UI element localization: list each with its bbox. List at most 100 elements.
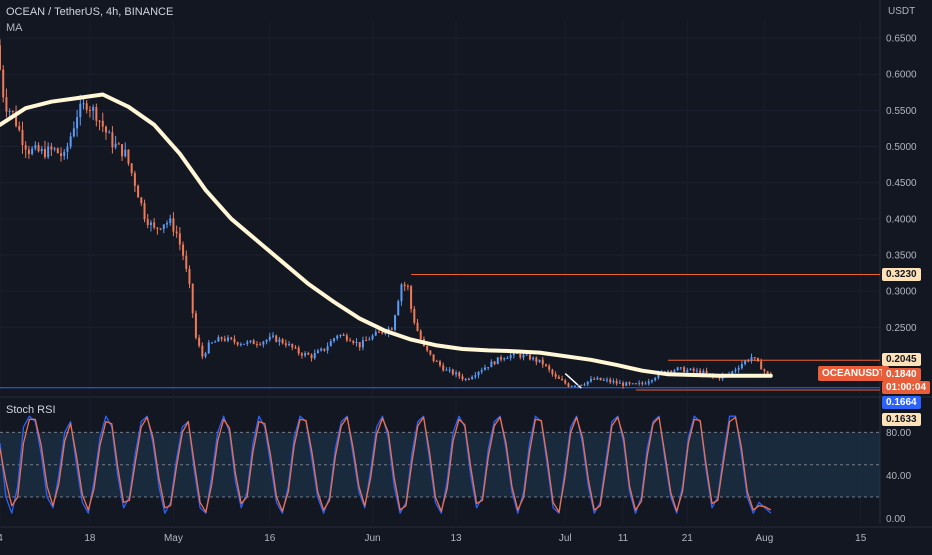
candle-body bbox=[310, 354, 313, 359]
candle-body bbox=[583, 384, 586, 386]
candle-body bbox=[175, 231, 178, 234]
candle-body bbox=[169, 218, 172, 224]
candle-body bbox=[227, 337, 230, 341]
candle-body bbox=[149, 222, 152, 226]
candle-body bbox=[140, 197, 143, 204]
candle-body bbox=[66, 146, 69, 152]
candle-body bbox=[458, 372, 461, 377]
time-tick-label[interactable]: Jun bbox=[364, 533, 380, 544]
indicator-label-ma[interactable]: MA bbox=[6, 22, 23, 34]
candle-body bbox=[606, 379, 609, 381]
price-tick-label[interactable]: 0.6000 bbox=[886, 70, 917, 81]
candle-body bbox=[676, 367, 679, 371]
candle-body bbox=[365, 340, 368, 342]
candle-body bbox=[493, 361, 496, 365]
candle-body bbox=[262, 341, 265, 345]
candle-body bbox=[374, 331, 377, 336]
candle-body bbox=[108, 132, 111, 134]
candle-body bbox=[763, 369, 766, 372]
price-tick-label[interactable]: 0.3500 bbox=[886, 251, 917, 262]
candle-body bbox=[557, 376, 560, 379]
candle-body bbox=[673, 370, 676, 373]
time-tick-label[interactable]: 15 bbox=[855, 533, 867, 544]
candle-body bbox=[349, 340, 352, 342]
time-tick-label[interactable]: Jul bbox=[559, 533, 572, 544]
candle-body bbox=[191, 283, 194, 314]
candle-body bbox=[442, 365, 445, 371]
candle-body bbox=[297, 347, 300, 354]
candle-body bbox=[50, 146, 53, 150]
candle-body bbox=[194, 313, 197, 338]
candle-body bbox=[586, 381, 589, 385]
candle-body bbox=[377, 331, 380, 333]
candle-body bbox=[2, 69, 5, 98]
time-tick-label[interactable]: 16 bbox=[264, 533, 276, 544]
candle-body bbox=[210, 342, 213, 344]
rsi-tick-label[interactable]: 0.00 bbox=[886, 514, 906, 525]
candle-body bbox=[548, 365, 551, 370]
candle-body bbox=[500, 357, 503, 360]
time-tick-label[interactable]: 11 bbox=[618, 533, 629, 544]
candle-body bbox=[188, 268, 191, 284]
price-tick-label[interactable]: 0.4000 bbox=[886, 214, 917, 225]
time-tick-label[interactable]: Aug bbox=[755, 533, 773, 544]
stoch-rsi-title[interactable]: Stoch RSI bbox=[6, 404, 56, 416]
candle-body bbox=[31, 148, 34, 155]
candle-body bbox=[27, 149, 30, 155]
chart-title: OCEAN / TetherUS, 4h, BINANCE bbox=[6, 6, 174, 18]
price-tick-label[interactable]: 0.3000 bbox=[886, 287, 917, 298]
time-tick-label[interactable]: 18 bbox=[84, 533, 96, 544]
candle-body bbox=[121, 144, 124, 157]
candle-body bbox=[288, 343, 291, 346]
time-tick-label[interactable]: 21 bbox=[682, 533, 694, 544]
candle-body bbox=[532, 357, 535, 360]
price-tick-label[interactable]: 0.5000 bbox=[886, 142, 917, 153]
horizontal-levels[interactable] bbox=[0, 274, 880, 391]
candle-body bbox=[316, 350, 319, 354]
candle-body bbox=[634, 383, 637, 385]
price-tick-label[interactable]: 0.5500 bbox=[886, 106, 917, 117]
price-axis[interactable]: 0.2500 0.3000 0.3500 0.4000 0.4500 0.5000 0.55… bbox=[886, 34, 917, 334]
candle-body bbox=[756, 358, 759, 362]
candle-body bbox=[416, 322, 419, 331]
candle-body bbox=[480, 370, 483, 372]
candle-body bbox=[204, 353, 207, 357]
candle-body bbox=[477, 371, 480, 376]
candle-body bbox=[352, 341, 355, 343]
candle-body bbox=[654, 377, 657, 381]
rsi-axis[interactable]: 0.00 40.00 80.00 bbox=[886, 428, 911, 525]
candle-body bbox=[220, 337, 223, 339]
candle-body bbox=[426, 345, 429, 351]
rsi-tick-label[interactable]: 80.00 bbox=[886, 428, 911, 439]
time-tick-label[interactable]: May bbox=[164, 533, 183, 544]
candle-body bbox=[577, 384, 580, 386]
candle-body bbox=[525, 354, 528, 356]
candle-body bbox=[618, 382, 621, 384]
candle-body bbox=[747, 360, 750, 362]
candle-body bbox=[11, 111, 14, 113]
candle-body bbox=[275, 335, 278, 342]
candle-body bbox=[439, 361, 441, 366]
candle-body bbox=[371, 335, 374, 340]
time-tick-label[interactable]: 4 bbox=[0, 533, 3, 544]
candle-body bbox=[702, 370, 705, 375]
level-tag-mid: 0.2045 bbox=[882, 353, 921, 367]
candle-body bbox=[570, 385, 573, 387]
rsi-tick-label[interactable]: 40.00 bbox=[886, 471, 911, 482]
candle-body bbox=[512, 352, 515, 356]
candle-body bbox=[201, 345, 204, 357]
level-tag-low: 0.1633 bbox=[882, 412, 921, 426]
price-tick-label[interactable]: 0.2500 bbox=[886, 323, 917, 334]
time-axis[interactable]: 4 18 May 16 Jun 13 Jul 11 21 Aug 15 bbox=[0, 533, 867, 544]
candle-body bbox=[394, 315, 397, 330]
price-tick-label[interactable]: 0.4500 bbox=[886, 178, 917, 189]
price-tick-label[interactable]: 0.6500 bbox=[886, 34, 917, 45]
time-tick-label[interactable]: 13 bbox=[450, 533, 462, 544]
candle-body bbox=[127, 149, 130, 164]
candle-body bbox=[255, 344, 258, 346]
candle-body bbox=[464, 378, 467, 380]
candle-body bbox=[79, 103, 82, 118]
candle-body bbox=[432, 354, 435, 361]
